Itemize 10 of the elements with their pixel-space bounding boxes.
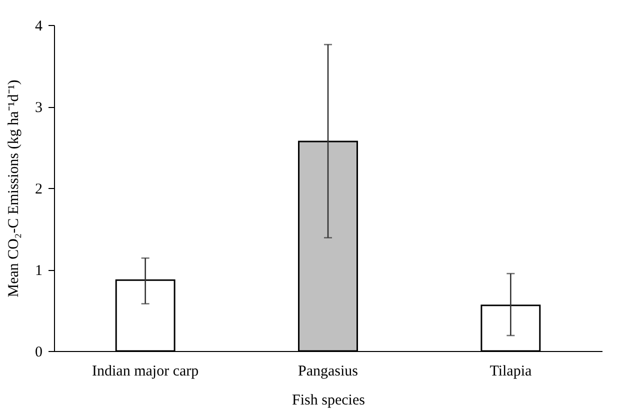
x-tick-label: Pangasius — [298, 364, 358, 380]
y-tick-label: 1 — [35, 263, 42, 279]
y-tick-label: 4 — [35, 18, 43, 34]
x-tick-label: Indian major carp — [92, 364, 199, 380]
x-tick-label: Tilapia — [490, 364, 532, 380]
y-tick-label: 2 — [35, 182, 42, 198]
y-tick-label: 0 — [35, 344, 42, 360]
y-tick-label: 3 — [35, 100, 42, 116]
x-axis-title: Fish species — [292, 392, 366, 408]
y-axis-title: Mean CO₂-C Emissions (kg ha⁻¹d⁻¹) — [6, 80, 22, 298]
